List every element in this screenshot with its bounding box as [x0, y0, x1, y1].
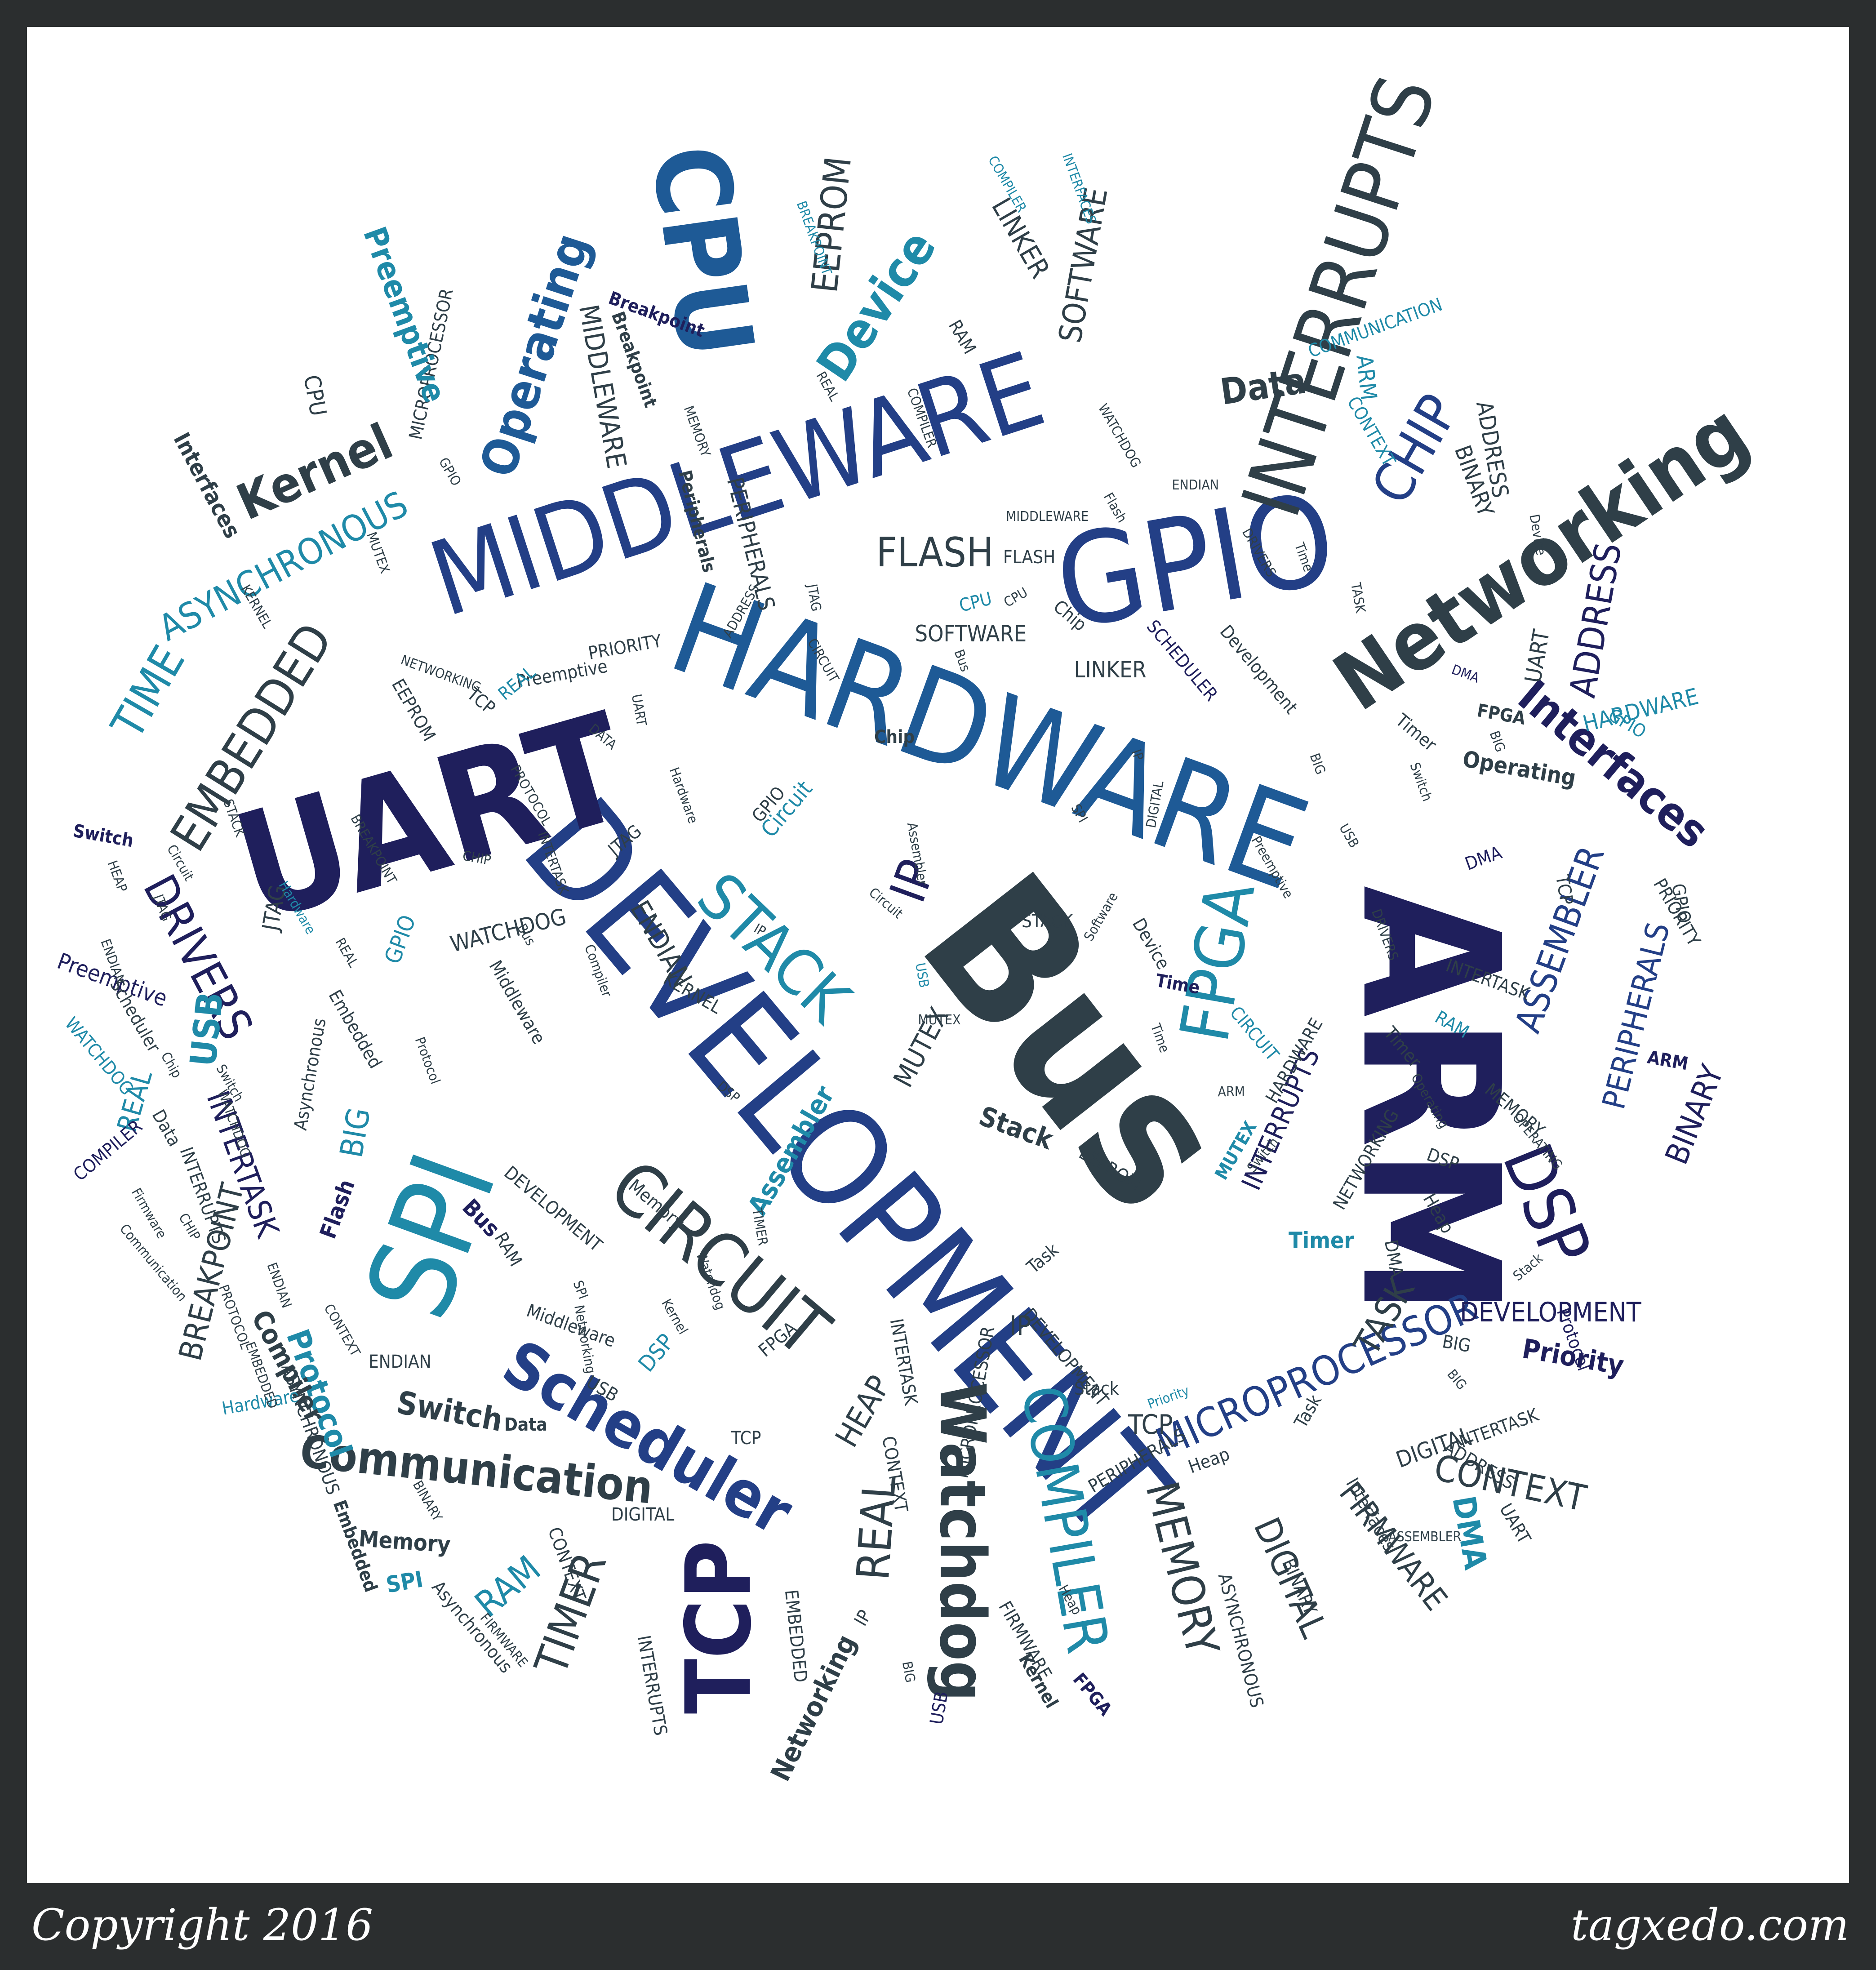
word-cloud-word: FLASH	[876, 529, 994, 576]
word-cloud-word: INTERRUPTS	[632, 1634, 671, 1737]
word-cloud-word: DMA	[1462, 842, 1505, 875]
word-cloud-word: DEVELOPMENT	[500, 1162, 606, 1256]
word-cloud-word: Switch	[394, 1384, 506, 1439]
site-credit: tagxedo.com	[1571, 1900, 1849, 1950]
word-cloud-word: ENDIAN	[263, 1260, 294, 1310]
word-cloud-word: IP	[1009, 1310, 1031, 1342]
word-cloud-word: CPU	[1001, 584, 1031, 611]
word-cloud-word: Switch	[1406, 760, 1435, 804]
word-cloud-word: CONTEXT	[320, 1301, 363, 1360]
word-cloud-word: TCP	[1128, 1409, 1173, 1441]
word-cloud-word: BIG	[332, 1105, 378, 1161]
word-cloud-word: MUTEX	[363, 530, 393, 576]
word-cloud-word: ASSEMBLER	[1388, 1529, 1462, 1545]
word-cloud-word: Data	[504, 1414, 547, 1435]
word-cloud-word: IP	[850, 1606, 876, 1630]
word-cloud-word: RAM	[490, 1229, 526, 1270]
word-cloud-word: SPI	[569, 1278, 591, 1302]
word-cloud-word: MEMORY	[1135, 1476, 1229, 1661]
word-cloud-word: TCP	[666, 1540, 771, 1714]
word-cloud-word: GPIO	[435, 455, 464, 489]
word-cloud-word: Operating	[468, 226, 601, 484]
word-cloud-word: USB	[911, 961, 932, 989]
word-cloud-word: BINARY	[1658, 1060, 1731, 1170]
word-cloud-word: Development	[1215, 621, 1302, 718]
word-cloud-word: Kernel	[1014, 1650, 1062, 1712]
word-cloud-word: FLASH	[1003, 547, 1056, 568]
word-cloud: ARM Bus DEVELOPMENT HARDWARE UART MIDDLEWARE G…	[27, 27, 1849, 1883]
word-cloud-word: SOFTWARE	[915, 621, 1027, 647]
word-cloud-word: BIG	[898, 1660, 918, 1684]
word-cloud-word: MIDDLEWARE	[1006, 509, 1089, 525]
word-cloud-word: USB	[182, 990, 231, 1068]
word-cloud-word: DEVELOPMENT	[1460, 1297, 1641, 1328]
word-cloud-word: Chip	[157, 1049, 185, 1081]
word-cloud-word: BIG	[1306, 751, 1329, 777]
word-cloud-word: Embedded	[324, 986, 386, 1072]
word-cloud-word: ARM	[1645, 1047, 1690, 1075]
word-cloud-word: ENDIAN	[1172, 477, 1219, 493]
word-cloud-word: Operating	[1460, 746, 1578, 792]
word-cloud-word: Flash	[314, 1176, 360, 1242]
word-cloud-word: HEAP	[104, 858, 130, 894]
word-cloud-word: WATCHDOG	[1094, 401, 1144, 471]
word-cloud-word: PERIPHERALS	[1595, 919, 1677, 1113]
word-cloud-word: CPU	[298, 373, 331, 418]
word-cloud-word: Data	[147, 1106, 185, 1150]
word-cloud-word: Stack	[1074, 1379, 1119, 1399]
word-cloud-word: Switch	[71, 820, 135, 852]
word-cloud-word: Chip	[874, 727, 915, 747]
word-cloud-word: DMA	[1449, 662, 1481, 686]
word-cloud-word: Timer	[1289, 1227, 1354, 1254]
word-cloud-word: ARM	[1218, 1084, 1245, 1100]
word-cloud-word: Hardware	[666, 765, 701, 826]
word-cloud-word: USB	[1335, 821, 1362, 851]
word-cloud-word: Memory	[357, 1525, 451, 1558]
word-cloud-word: UART	[628, 693, 649, 728]
word-cloud-word: DSP	[633, 1329, 680, 1377]
word-cloud-word: MUTEX	[918, 1012, 961, 1028]
word-cloud-word: PROTOCOL	[215, 1282, 253, 1351]
word-cloud-word: ARM	[1351, 353, 1382, 402]
word-cloud-word: SPI	[384, 1566, 425, 1598]
word-cloud-word: BIG	[1443, 1366, 1470, 1393]
copyright-text: Copyright 2016	[31, 1900, 373, 1950]
word-cloud-word: REAL	[494, 662, 540, 705]
word-cloud-word: TCP	[731, 1428, 761, 1449]
word-cloud-word: Networking	[765, 1630, 862, 1786]
word-cloud-word: Middleware	[485, 957, 549, 1048]
word-cloud-word: Kernel	[658, 1296, 691, 1338]
word-cloud-word: Timer	[1391, 710, 1440, 756]
word-cloud-word: USB	[926, 1690, 953, 1726]
word-cloud-word: Priority	[1145, 1383, 1191, 1413]
word-cloud-word: CHIP	[175, 1210, 203, 1243]
word-cloud-word: CPU	[957, 588, 994, 617]
word-cloud-word: REAL	[332, 935, 361, 970]
word-cloud-word: RAM	[467, 1548, 549, 1626]
word-cloud-word: TCP	[1551, 873, 1577, 907]
word-cloud-word: TIME	[101, 637, 196, 747]
word-cloud-word: TASK	[1347, 581, 1368, 614]
word-cloud-word: EMBEDDED	[780, 1588, 811, 1684]
word-cloud-word: STACK	[1022, 911, 1073, 932]
word-cloud-word: WATCHDOG	[447, 903, 569, 957]
word-cloud-word: DIGITAL	[611, 1504, 675, 1525]
word-cloud-word: BIG	[1440, 1331, 1472, 1357]
word-cloud-word: Asynchronous	[290, 1016, 330, 1132]
word-cloud-word: Protocol	[411, 1035, 443, 1086]
word-cloud-word: COMPILER	[69, 1116, 147, 1185]
word-cloud-word: LINKER	[1074, 657, 1147, 683]
word-cloud-word: ENDIAN	[369, 1352, 431, 1372]
word-cloud-word: FPGA	[1068, 1669, 1116, 1720]
